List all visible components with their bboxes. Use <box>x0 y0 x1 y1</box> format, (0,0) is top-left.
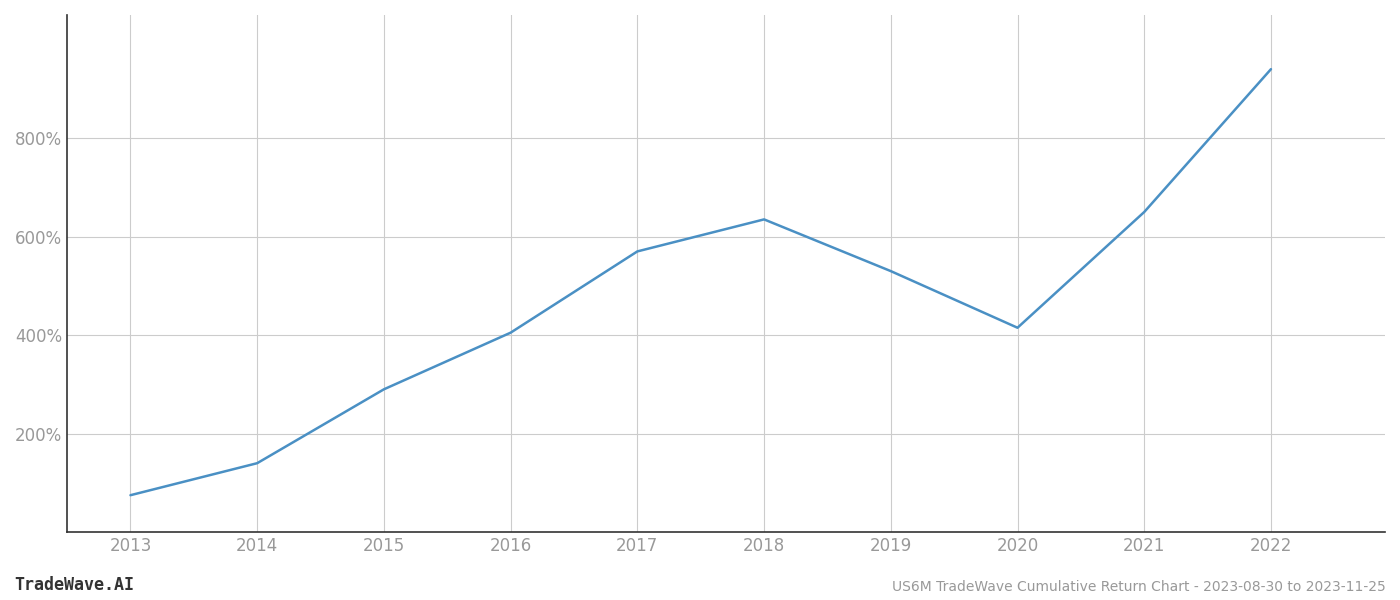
Text: TradeWave.AI: TradeWave.AI <box>14 576 134 594</box>
Text: US6M TradeWave Cumulative Return Chart - 2023-08-30 to 2023-11-25: US6M TradeWave Cumulative Return Chart -… <box>892 580 1386 594</box>
